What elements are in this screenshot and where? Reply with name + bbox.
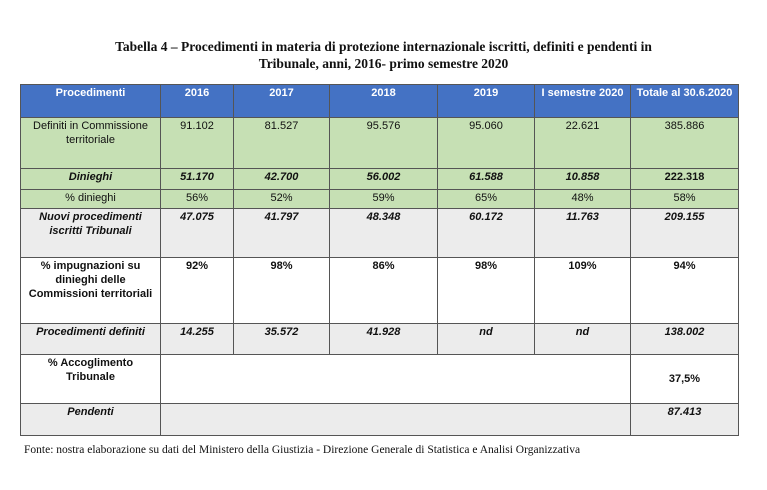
row-label: % dinieghi — [20, 189, 161, 209]
table-cell: 10.858 — [534, 168, 631, 190]
table-cell: 58% — [630, 189, 739, 209]
row-label: Definiti in Commissione territoriale — [20, 117, 161, 169]
table-cell: 11.763 — [534, 208, 631, 258]
merged-empty-cell — [160, 403, 631, 436]
row-label: % impugnazioni su dinieghi delle Commiss… — [20, 257, 161, 324]
table-cell: 22.621 — [534, 117, 631, 169]
table-cell: 56% — [160, 189, 234, 209]
table-cell: 48% — [534, 189, 631, 209]
header-row: Procedimenti 2016 2017 2018 2019 I semes… — [20, 84, 739, 118]
table-cell: 41.797 — [233, 208, 330, 258]
table-cell: 48.348 — [329, 208, 438, 258]
table-cell: 92% — [160, 257, 234, 324]
table-cell: 95.060 — [437, 117, 535, 169]
table-cell: 61.588 — [437, 168, 535, 190]
table-title-line1: Tabella 4 – Procedimenti in materia di p… — [115, 39, 652, 54]
statistics-table: Procedimenti 2016 2017 2018 2019 I semes… — [20, 84, 739, 436]
table-cell: 95.576 — [329, 117, 438, 169]
table-cell: 385.886 — [630, 117, 739, 169]
table-cell: 59% — [329, 189, 438, 209]
table-cell: 91.102 — [160, 117, 234, 169]
table-row-pendenti: Pendenti 87.413 — [20, 403, 739, 436]
row-label: Pendenti — [20, 403, 161, 436]
table-cell: 14.255 — [160, 323, 234, 355]
header-cell: I semestre 2020 — [534, 84, 631, 118]
table-cell: 86% — [329, 257, 438, 324]
table-cell: 56.002 — [329, 168, 438, 190]
table-row-procedimenti-definiti: Procedimenti definiti 14.255 35.572 41.9… — [20, 323, 739, 355]
table-cell: 222.318 — [630, 168, 739, 190]
table-cell: nd — [437, 323, 535, 355]
row-label: % Accoglimento Tribunale — [20, 354, 161, 404]
table-cell: 98% — [233, 257, 330, 324]
table-title-line2: Tribunale, anni, 2016- primo semestre 20… — [258, 56, 509, 71]
header-cell: Procedimenti — [20, 84, 161, 118]
table-cell: nd — [534, 323, 631, 355]
table-cell: 87.413 — [630, 403, 739, 436]
merged-empty-cell — [160, 354, 631, 404]
header-cell: 2018 — [329, 84, 438, 118]
table-cell: 47.075 — [160, 208, 234, 258]
table-row-dinieghi: Dinieghi 51.170 42.700 56.002 61.588 10.… — [20, 168, 739, 190]
table-cell: 37,5% — [630, 354, 739, 404]
row-label: Nuovi procedimenti iscritti Tribunali — [20, 208, 161, 258]
table-title: Tabella 4 – Procedimenti in materia di p… — [0, 38, 767, 72]
table-cell: 81.527 — [233, 117, 330, 169]
table-cell: 41.928 — [329, 323, 438, 355]
table-row-pct-accoglimento: % Accoglimento Tribunale 37,5% — [20, 354, 739, 404]
table-cell: 51.170 — [160, 168, 234, 190]
table-cell: 65% — [437, 189, 535, 209]
header-cell: 2019 — [437, 84, 535, 118]
table-cell: 42.700 — [233, 168, 330, 190]
source-footnote: Fonte: nostra elaborazione su dati del M… — [24, 444, 581, 456]
table-cell: 94% — [630, 257, 739, 324]
table-cell: 109% — [534, 257, 631, 324]
table-row-pct-impugnazioni: % impugnazioni su dinieghi delle Commiss… — [20, 257, 739, 324]
header-cell: Totale al 30.6.2020 — [630, 84, 739, 118]
table-cell: 98% — [437, 257, 535, 324]
header-cell: 2017 — [233, 84, 330, 118]
table-cell: 35.572 — [233, 323, 330, 355]
table-cell: 209.155 — [630, 208, 739, 258]
table-cell: 138.002 — [630, 323, 739, 355]
table-row-definiti-commissione: Definiti in Commissione territoriale 91.… — [20, 117, 739, 169]
row-label: Procedimenti definiti — [20, 323, 161, 355]
table-row-nuovi-procedimenti: Nuovi procedimenti iscritti Tribunali 47… — [20, 208, 739, 258]
table-row-pct-dinieghi: % dinieghi 56% 52% 59% 65% 48% 58% — [20, 189, 739, 209]
table-cell: 60.172 — [437, 208, 535, 258]
header-cell: 2016 — [160, 84, 234, 118]
row-label: Dinieghi — [20, 168, 161, 190]
table-cell: 52% — [233, 189, 330, 209]
